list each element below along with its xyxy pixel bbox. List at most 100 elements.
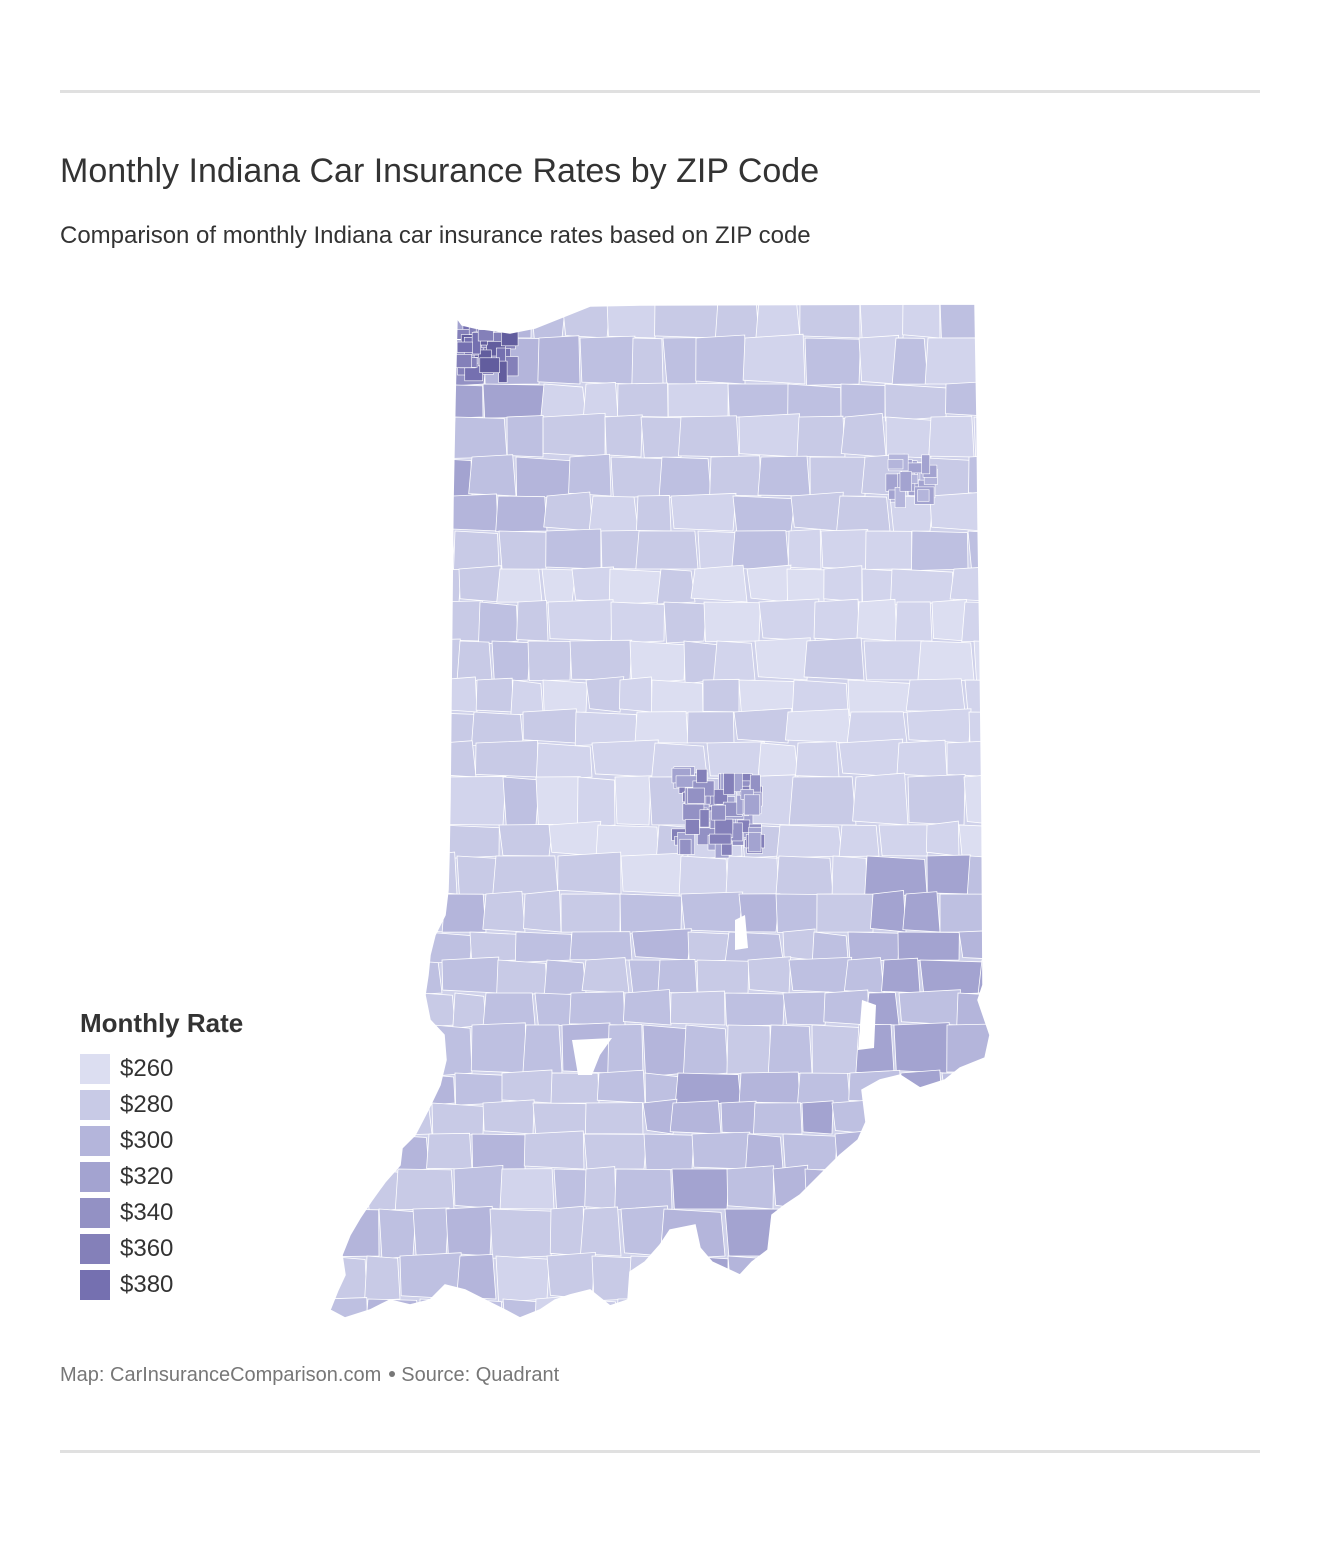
zip-region[interactable] (550, 1072, 600, 1104)
zip-region[interactable] (654, 298, 719, 339)
zip-region[interactable] (369, 527, 415, 570)
zip-region[interactable] (457, 1298, 504, 1330)
zip-region[interactable] (812, 1207, 854, 1257)
zip-region[interactable] (433, 676, 478, 713)
zip-region[interactable] (535, 742, 593, 782)
zip-region[interactable] (557, 851, 622, 895)
zip-region[interactable] (642, 1024, 689, 1078)
zip-region[interactable] (682, 1295, 724, 1330)
zip-region[interactable] (356, 640, 401, 682)
zip-region[interactable] (584, 1166, 617, 1210)
zip-region[interactable] (775, 893, 820, 933)
zip-region[interactable] (437, 740, 477, 778)
zip-region[interactable] (324, 454, 365, 497)
zip-region[interactable] (758, 598, 820, 642)
zip-region[interactable] (323, 711, 360, 745)
zip-region[interactable] (977, 959, 1000, 994)
zip-region[interactable] (674, 1072, 742, 1105)
zip-region[interactable] (738, 413, 800, 458)
zip-region[interactable] (917, 640, 975, 683)
zip-region[interactable] (364, 380, 397, 418)
zip-region[interactable] (695, 334, 746, 385)
zip-region[interactable] (714, 300, 760, 341)
zip-region[interactable] (399, 1252, 462, 1300)
zip-region[interactable] (727, 383, 790, 418)
zip-region[interactable] (902, 297, 941, 339)
zip-region[interactable] (325, 335, 371, 385)
zip-region[interactable] (324, 1297, 369, 1330)
zip-region[interactable] (537, 335, 581, 385)
zip-region[interactable] (846, 711, 908, 744)
zip-region[interactable] (506, 415, 544, 458)
zip-region[interactable] (847, 679, 912, 716)
zip-region[interactable] (840, 413, 887, 458)
zip-region[interactable] (690, 564, 748, 603)
zip-region[interactable] (905, 1255, 939, 1302)
zip-region[interactable] (658, 456, 712, 499)
zip-region[interactable] (893, 1022, 950, 1074)
zip-region[interactable] (631, 337, 664, 386)
zip-region[interactable] (629, 640, 687, 685)
zip-region[interactable] (966, 855, 1000, 898)
zip-region[interactable] (324, 931, 372, 962)
zip-region[interactable] (354, 890, 411, 933)
zip-region[interactable] (890, 568, 955, 606)
zip-code-regions[interactable] (321, 297, 1000, 1330)
zip-region[interactable] (894, 601, 933, 642)
zip-region[interactable] (482, 383, 547, 419)
zip-region[interactable] (356, 988, 423, 1026)
zip-region[interactable] (323, 1255, 368, 1303)
zip-region-indianapolis[interactable] (696, 768, 708, 784)
zip-region[interactable] (967, 1168, 1000, 1212)
zip-region[interactable] (412, 1207, 450, 1257)
zip-region-lake-county[interactable] (498, 360, 508, 383)
zip-region[interactable] (569, 991, 626, 1026)
zip-region[interactable] (468, 454, 517, 497)
zip-region[interactable] (852, 772, 909, 826)
zip-region[interactable] (910, 1298, 972, 1330)
zip-region[interactable] (973, 640, 1000, 682)
zip-region[interactable] (610, 456, 665, 499)
zip-region[interactable] (671, 1168, 730, 1210)
zip-region[interactable] (622, 989, 672, 1026)
zip-region[interactable] (720, 1100, 757, 1135)
zip-region[interactable] (905, 678, 966, 713)
zip-region[interactable] (496, 568, 543, 603)
zip-region[interactable] (786, 568, 825, 604)
zip-region[interactable] (949, 565, 1000, 603)
zip-region[interactable] (451, 416, 508, 459)
zip-region[interactable] (733, 707, 792, 744)
zip-region[interactable] (667, 382, 729, 418)
zip-region[interactable] (981, 1130, 1000, 1170)
zip-region[interactable] (399, 495, 453, 532)
zip-region[interactable] (610, 601, 665, 644)
zip-region[interactable] (697, 530, 738, 571)
zip-region[interactable] (366, 335, 426, 385)
zip-region[interactable] (325, 380, 368, 418)
zip-region[interactable] (535, 776, 581, 826)
zip-region[interactable] (779, 1208, 818, 1257)
zip-region[interactable] (522, 708, 577, 744)
zip-region[interactable] (844, 957, 885, 994)
zip-region[interactable] (933, 1255, 975, 1302)
zip-region[interactable] (809, 456, 866, 497)
zip-region[interactable] (831, 855, 868, 897)
zip-region[interactable] (784, 708, 852, 744)
zip-region[interactable] (430, 1024, 473, 1077)
zip-region[interactable] (753, 1102, 803, 1135)
zip-region[interactable] (324, 416, 378, 460)
zip-region[interactable] (709, 455, 762, 497)
zip-region[interactable] (925, 820, 960, 857)
zip-region[interactable] (870, 1129, 932, 1170)
zip-region[interactable] (414, 851, 458, 895)
zip-region[interactable] (325, 959, 361, 996)
zip-region[interactable] (891, 337, 929, 385)
zip-region[interactable] (547, 599, 614, 642)
zip-region[interactable] (454, 1072, 504, 1106)
zip-region[interactable] (767, 1298, 811, 1330)
zip-region-indianapolis[interactable] (684, 819, 700, 835)
zip-region[interactable] (992, 894, 1000, 935)
zip-region[interactable] (651, 679, 704, 716)
zip-region[interactable] (439, 600, 483, 642)
zip-region[interactable] (902, 891, 941, 933)
